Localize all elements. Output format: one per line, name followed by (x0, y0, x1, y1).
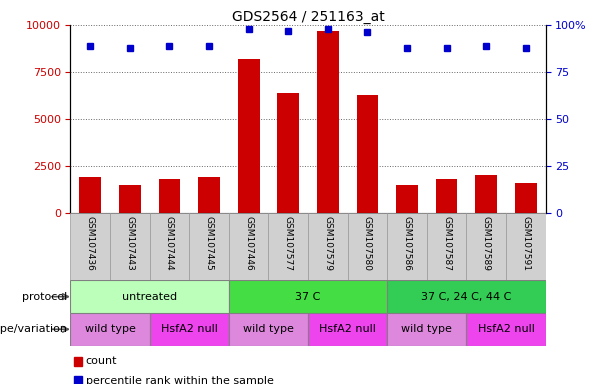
Text: HsfA2 null: HsfA2 null (478, 324, 535, 334)
Bar (387, 280, 546, 313)
Text: GSM107443: GSM107443 (126, 217, 134, 271)
FancyBboxPatch shape (150, 213, 189, 280)
Text: genotype/variation: genotype/variation (0, 324, 67, 334)
FancyBboxPatch shape (427, 213, 466, 280)
Bar (119, 185, 141, 213)
Text: GSM107577: GSM107577 (284, 217, 293, 271)
Text: GSM107591: GSM107591 (521, 217, 530, 271)
Text: GSM107580: GSM107580 (363, 217, 372, 271)
Bar (159, 179, 180, 213)
Text: GSM107587: GSM107587 (442, 217, 451, 271)
Bar (308, 313, 387, 346)
FancyBboxPatch shape (387, 213, 427, 280)
Text: HsfA2 null: HsfA2 null (161, 324, 218, 334)
Bar (387, 313, 466, 346)
Bar (229, 280, 387, 313)
FancyBboxPatch shape (506, 213, 546, 280)
Bar (70, 280, 229, 313)
Bar (396, 185, 418, 213)
Text: GSM107589: GSM107589 (482, 217, 490, 271)
FancyBboxPatch shape (229, 213, 268, 280)
FancyBboxPatch shape (70, 213, 110, 280)
Text: GSM107586: GSM107586 (403, 217, 411, 271)
Text: GSM107446: GSM107446 (244, 217, 253, 271)
Title: GDS2564 / 251163_at: GDS2564 / 251163_at (232, 10, 384, 24)
FancyBboxPatch shape (466, 213, 506, 280)
Text: GSM107579: GSM107579 (323, 217, 332, 271)
Text: GSM107445: GSM107445 (205, 217, 213, 271)
Bar (150, 313, 229, 346)
Text: wild type: wild type (402, 324, 452, 334)
Bar (277, 93, 299, 213)
FancyBboxPatch shape (268, 213, 308, 280)
Bar (238, 59, 259, 213)
Text: 37 C, 24 C, 44 C: 37 C, 24 C, 44 C (421, 291, 512, 302)
Text: HsfA2 null: HsfA2 null (319, 324, 376, 334)
Text: protocol: protocol (22, 291, 67, 302)
FancyBboxPatch shape (308, 213, 348, 280)
Bar (229, 313, 308, 346)
FancyBboxPatch shape (189, 213, 229, 280)
Bar (436, 179, 457, 213)
Bar (475, 175, 497, 213)
Text: untreated: untreated (122, 291, 177, 302)
Text: GSM107444: GSM107444 (165, 217, 174, 271)
Bar (317, 31, 339, 213)
FancyBboxPatch shape (348, 213, 387, 280)
Bar (80, 177, 101, 213)
Text: count: count (86, 356, 117, 366)
Bar (70, 313, 150, 346)
Text: GSM107436: GSM107436 (86, 217, 95, 271)
Bar (466, 313, 546, 346)
Bar (198, 177, 220, 213)
FancyBboxPatch shape (110, 213, 150, 280)
Text: 37 C: 37 C (295, 291, 321, 302)
Text: percentile rank within the sample: percentile rank within the sample (86, 376, 273, 384)
Text: wild type: wild type (85, 324, 135, 334)
Bar (357, 94, 378, 213)
Bar (515, 183, 536, 213)
Text: wild type: wild type (243, 324, 294, 334)
